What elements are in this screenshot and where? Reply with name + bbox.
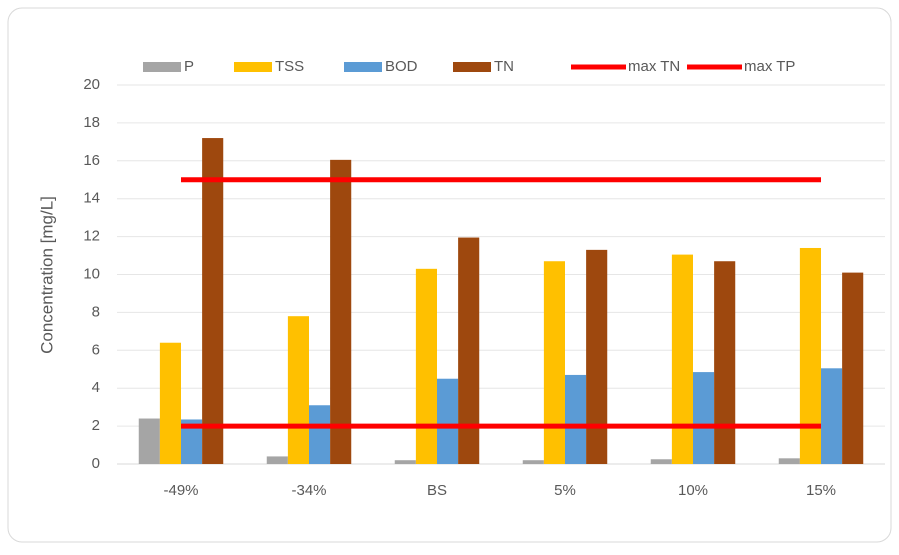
bar <box>650 459 672 464</box>
legend-label: TN <box>494 58 514 75</box>
bar <box>159 342 181 464</box>
bar <box>778 458 800 464</box>
bar <box>266 456 288 464</box>
legend-label: P <box>184 58 194 75</box>
y-tick-label: 14 <box>83 190 100 207</box>
x-tick-label: 15% <box>806 482 836 499</box>
bar <box>543 261 565 464</box>
bar <box>565 374 587 464</box>
bar <box>522 460 544 464</box>
y-tick-label: 2 <box>92 417 100 434</box>
y-tick-label: 6 <box>92 341 100 358</box>
bar <box>458 237 480 464</box>
y-tick-label: 0 <box>92 455 100 472</box>
bar <box>394 460 416 464</box>
legend-label: BOD <box>385 58 418 75</box>
x-tick-label: -49% <box>163 482 198 499</box>
y-tick-label: 20 <box>83 76 100 93</box>
x-tick-label: -34% <box>291 482 326 499</box>
y-tick-label: 18 <box>83 114 100 131</box>
bar <box>586 249 608 464</box>
y-tick-label: 10 <box>83 265 100 282</box>
bar <box>309 405 331 464</box>
bar <box>287 316 309 464</box>
bar <box>330 159 352 465</box>
bar <box>714 261 736 464</box>
bar <box>799 247 821 464</box>
legend-label: max TP <box>744 58 795 75</box>
bar <box>671 254 693 464</box>
y-tick-label: 4 <box>92 379 100 396</box>
bar <box>138 418 160 464</box>
legend-label: max TN <box>628 58 680 75</box>
bar <box>181 419 203 464</box>
legend-swatch <box>234 62 272 72</box>
x-tick-label: BS <box>427 482 447 499</box>
legend-swatch <box>453 62 491 72</box>
bar <box>693 372 715 464</box>
legend-label: TSS <box>275 58 304 75</box>
y-tick-label: 16 <box>83 152 100 169</box>
bar <box>437 378 459 464</box>
x-tick-label: 5% <box>554 482 576 499</box>
y-axis-label: Concentration [mg/L] <box>37 196 56 354</box>
bar <box>842 272 864 464</box>
y-tick-label: 12 <box>83 228 100 245</box>
y-tick-label: 8 <box>92 303 100 320</box>
x-tick-label: 10% <box>678 482 708 499</box>
legend-swatch <box>143 62 181 72</box>
bar <box>821 368 843 464</box>
bar <box>202 138 224 464</box>
legend-swatch <box>344 62 382 72</box>
bar <box>415 268 437 464</box>
